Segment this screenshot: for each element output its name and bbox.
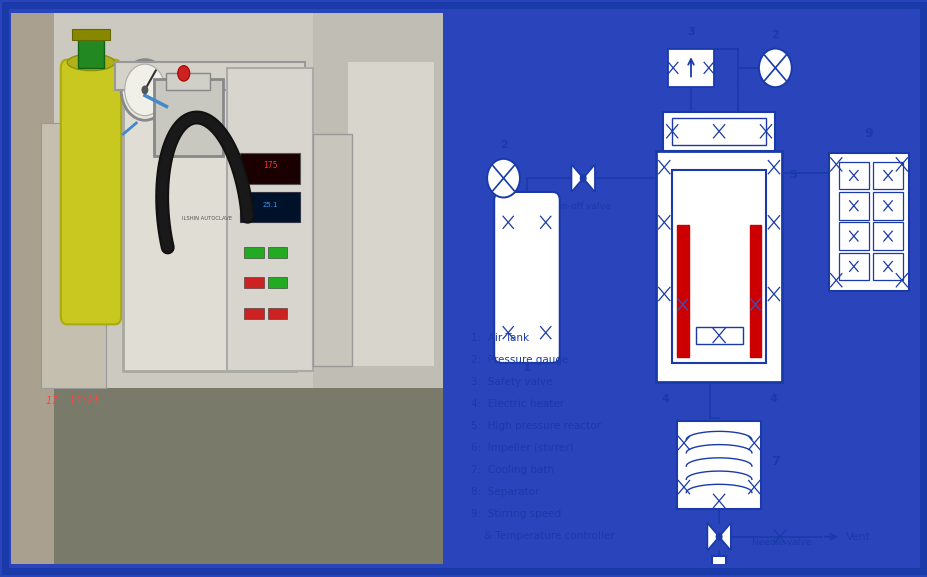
Bar xyxy=(348,62,434,366)
Bar xyxy=(42,123,106,388)
Text: 8:  Separator: 8: Separator xyxy=(470,487,539,497)
Circle shape xyxy=(177,66,190,81)
Bar xyxy=(655,151,781,383)
Text: 9:  Stirring speed: 9: Stirring speed xyxy=(470,509,560,519)
Bar xyxy=(244,247,263,258)
Bar xyxy=(872,162,902,189)
Text: 6:  Impeller (stirrer): 6: Impeller (stirrer) xyxy=(470,443,573,453)
Bar xyxy=(268,308,287,319)
Bar xyxy=(872,192,902,219)
Circle shape xyxy=(579,175,585,182)
Bar xyxy=(838,253,869,280)
Circle shape xyxy=(124,64,165,116)
Bar xyxy=(872,253,902,280)
Text: 3:  Safety valve: 3: Safety valve xyxy=(470,377,552,387)
Bar xyxy=(313,13,442,388)
Bar xyxy=(166,73,210,90)
Bar xyxy=(244,278,263,288)
Text: ILSHIN AUTOCLAVE: ILSHIN AUTOCLAVE xyxy=(183,216,233,220)
Text: On-off valve: On-off valve xyxy=(555,201,610,211)
Bar xyxy=(71,29,110,40)
Bar xyxy=(115,62,304,90)
Text: 6: 6 xyxy=(715,350,722,359)
Circle shape xyxy=(121,59,169,120)
Bar xyxy=(676,421,760,509)
Bar xyxy=(838,222,869,250)
Text: .: . xyxy=(525,272,528,283)
Bar xyxy=(244,308,263,319)
Bar xyxy=(239,153,300,183)
Bar xyxy=(268,278,287,288)
Text: 4: 4 xyxy=(768,394,776,403)
Circle shape xyxy=(141,85,148,94)
Bar xyxy=(671,170,765,363)
Bar xyxy=(695,327,742,344)
Text: 4: 4 xyxy=(661,394,668,403)
Text: 17  15:21: 17 15:21 xyxy=(45,396,98,406)
Bar xyxy=(11,13,442,388)
Text: 1: 1 xyxy=(522,361,531,374)
Bar xyxy=(227,68,312,371)
Bar xyxy=(313,134,351,366)
Circle shape xyxy=(487,159,519,197)
Text: 2:  Pressure gauge: 2: Pressure gauge xyxy=(470,355,567,365)
Text: 7: 7 xyxy=(769,455,779,468)
Text: 175: 175 xyxy=(262,161,277,170)
Bar xyxy=(78,35,104,68)
Bar xyxy=(749,225,760,357)
Text: 25.1: 25.1 xyxy=(262,202,277,208)
Bar xyxy=(711,556,725,577)
Bar xyxy=(838,162,869,189)
Bar xyxy=(11,388,442,564)
Circle shape xyxy=(716,533,721,540)
FancyBboxPatch shape xyxy=(493,192,559,363)
Bar xyxy=(676,225,688,357)
Bar xyxy=(11,13,55,564)
Text: Vent: Vent xyxy=(844,532,870,542)
Bar xyxy=(838,192,869,219)
Text: 2: 2 xyxy=(770,29,779,39)
Text: 2: 2 xyxy=(499,140,507,150)
Polygon shape xyxy=(582,164,594,192)
Polygon shape xyxy=(571,164,582,192)
Text: 4:  Electric heater: 4: Electric heater xyxy=(470,399,564,409)
Bar xyxy=(123,68,296,371)
Polygon shape xyxy=(718,523,730,550)
Text: 9: 9 xyxy=(864,127,872,140)
Ellipse shape xyxy=(67,54,115,70)
Bar xyxy=(872,222,902,250)
Text: & Temperature controller: & Temperature controller xyxy=(470,531,614,541)
Bar xyxy=(153,79,222,156)
Text: 1:  Air Tank: 1: Air Tank xyxy=(470,332,528,343)
Bar xyxy=(239,192,300,222)
Text: 5:  High pressure reactor: 5: High pressure reactor xyxy=(470,421,600,431)
Text: 5: 5 xyxy=(789,170,796,180)
FancyBboxPatch shape xyxy=(60,59,121,324)
Bar xyxy=(667,48,714,87)
Bar xyxy=(829,153,908,291)
Text: Needle valve: Needle valve xyxy=(751,538,810,547)
Bar xyxy=(662,112,775,151)
Bar xyxy=(268,247,287,258)
Circle shape xyxy=(758,48,791,87)
Bar xyxy=(671,118,765,145)
Text: 3: 3 xyxy=(686,27,694,37)
Text: 7:  Cooling bath: 7: Cooling bath xyxy=(470,465,553,475)
Polygon shape xyxy=(706,523,718,550)
